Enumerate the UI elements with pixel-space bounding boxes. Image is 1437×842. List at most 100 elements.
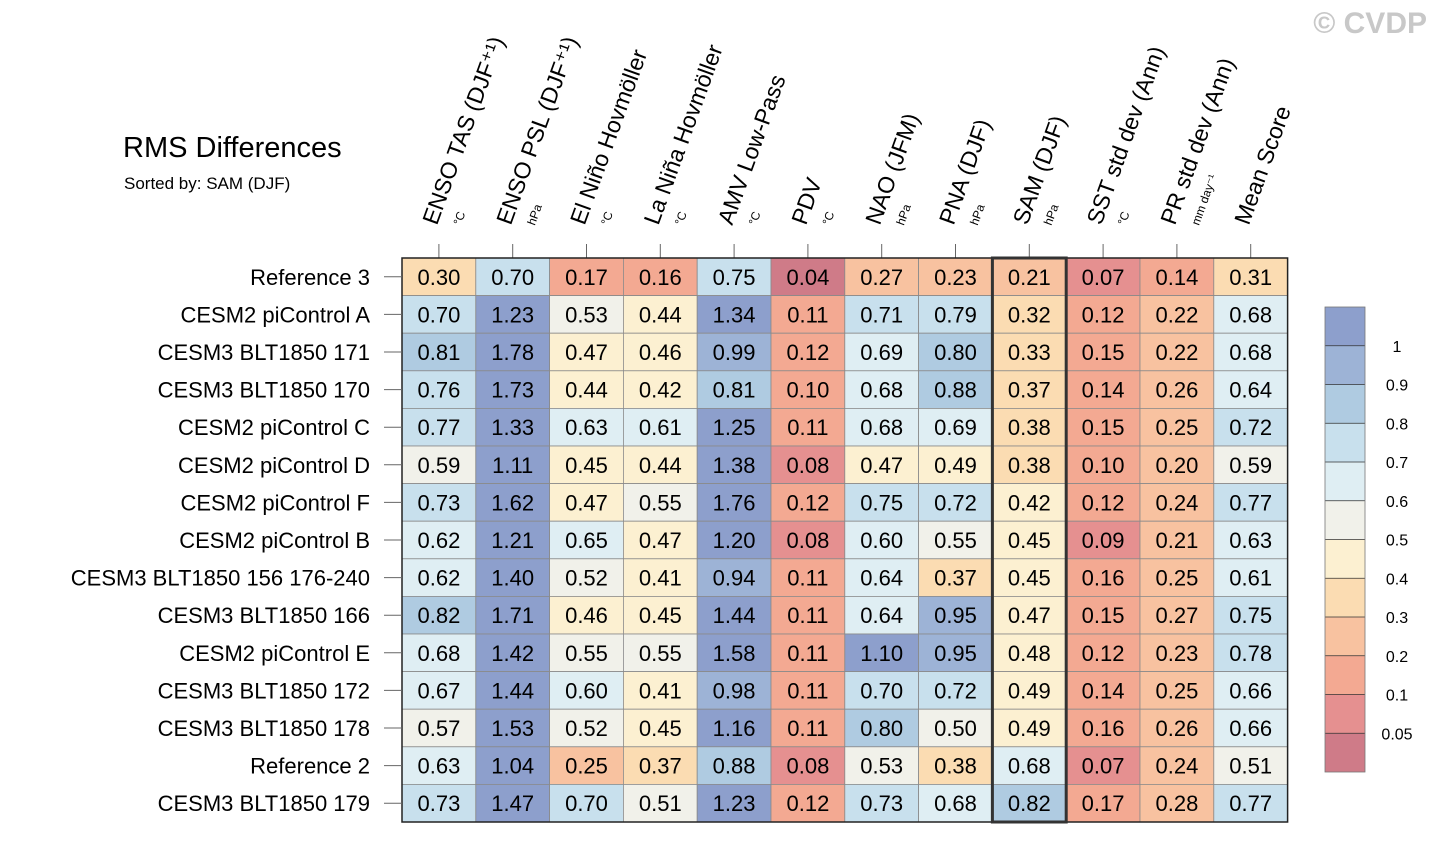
row-label: CESM3 BLT1850 172 <box>158 678 370 703</box>
cell-value: 0.12 <box>786 490 829 515</box>
cell-value: 0.23 <box>934 265 977 290</box>
cell-value: 0.08 <box>786 754 829 779</box>
cell-value: 0.66 <box>1229 716 1272 741</box>
heatmap-cell <box>770 746 846 785</box>
heatmap-cell <box>475 784 550 823</box>
heatmap-cell <box>623 520 698 560</box>
heatmap-cell <box>549 784 624 823</box>
cell-value: 1.78 <box>491 340 534 365</box>
heatmap-cell <box>401 671 477 710</box>
column-header: SAM (DJF) <box>1008 112 1071 228</box>
chart-title: RMS Differences <box>123 132 342 164</box>
colorbar-tick-label: 0.4 <box>1386 571 1408 588</box>
cell-value: 0.27 <box>860 265 903 290</box>
row-label: Reference 2 <box>250 754 370 779</box>
cell-value: 0.38 <box>934 754 977 779</box>
heatmap-cell <box>623 784 698 823</box>
cell-value: 0.37 <box>639 754 682 779</box>
heatmap-cell <box>549 558 624 597</box>
heatmap-cell <box>844 558 919 597</box>
cell-value: 0.73 <box>417 791 460 816</box>
heatmap-cell <box>696 295 772 334</box>
heatmap-cell <box>844 370 919 409</box>
heatmap-cell <box>770 671 846 710</box>
heatmap-cell <box>1139 483 1215 522</box>
cell-value: 0.64 <box>860 603 903 628</box>
cell-value: 0.38 <box>1008 453 1051 478</box>
cell-value: 0.95 <box>934 603 977 628</box>
column-headers: ENSO TAS (DJF⁺¹)°C ENSO PSL (DJF⁺¹)hPa El … <box>417 33 1296 258</box>
cell-value: 0.25 <box>1155 566 1198 591</box>
cell-value: 0.55 <box>934 528 977 553</box>
cell-value: 0.11 <box>787 678 828 703</box>
heatmap-cell <box>475 407 550 447</box>
cell-value: 1.23 <box>491 302 534 327</box>
cell-value: 1.10 <box>860 641 903 666</box>
cell-value: 0.59 <box>1229 453 1272 478</box>
heatmap-cell <box>918 332 993 372</box>
cell-value: 0.12 <box>786 791 829 816</box>
heatmap-cell <box>475 596 550 635</box>
cell-value: 0.53 <box>860 754 903 779</box>
heatmap-cell <box>1065 633 1141 672</box>
heatmap-cell <box>401 295 477 334</box>
cell-value: 0.45 <box>565 453 608 478</box>
cell-value: 0.73 <box>417 490 460 515</box>
cell-value: 0.16 <box>639 265 682 290</box>
cell-value: 0.78 <box>1229 641 1272 666</box>
cell-value: 0.45 <box>639 603 682 628</box>
cell-value: 0.79 <box>934 302 977 327</box>
colorbar-swatch <box>1325 307 1365 346</box>
column-header: El Niño Hovmöller <box>565 46 652 228</box>
heatmap-cell <box>623 370 698 409</box>
cell-value: 0.11 <box>787 641 828 666</box>
cell-value: 1.73 <box>491 378 534 403</box>
cell-value: 0.70 <box>860 678 903 703</box>
cell-value: 0.15 <box>1082 340 1125 365</box>
cell-value: 0.60 <box>565 678 608 703</box>
heatmap-cell <box>549 520 624 560</box>
heatmap-cell <box>918 596 993 635</box>
cell-value: 0.46 <box>639 340 682 365</box>
heatmap-cell <box>475 708 550 748</box>
cell-value: 0.12 <box>1082 641 1125 666</box>
heatmap-cell <box>549 708 624 748</box>
cell-value: 0.12 <box>786 340 829 365</box>
colorbar-swatch <box>1325 384 1365 424</box>
heatmap-cell <box>696 445 772 484</box>
cell-value: 1.71 <box>491 603 534 628</box>
heatmap-cell <box>770 370 846 409</box>
cell-value: 0.47 <box>860 453 903 478</box>
heatmap-cell <box>696 746 772 785</box>
cell-value: 0.81 <box>417 340 460 365</box>
cell-value: 0.64 <box>860 566 903 591</box>
cell-value: 0.07 <box>1082 265 1125 290</box>
cell-value: 1.21 <box>491 528 534 553</box>
heatmap-cell <box>770 633 846 672</box>
cell-value: 0.69 <box>934 415 977 440</box>
heatmap-cell <box>1213 746 1289 785</box>
heatmap-cell <box>475 746 550 785</box>
cell-value: 0.04 <box>786 265 829 290</box>
heatmap-cell <box>401 558 477 597</box>
cell-value: 0.50 <box>934 716 977 741</box>
heatmap-cell <box>623 558 698 597</box>
cell-value: 0.46 <box>565 603 608 628</box>
cell-value: 0.49 <box>1008 678 1051 703</box>
heatmap-cell <box>1065 596 1141 635</box>
heatmap-cell <box>475 520 550 560</box>
cell-value: 1.53 <box>491 716 534 741</box>
cell-value: 0.75 <box>713 265 756 290</box>
heatmap-cell <box>475 483 550 522</box>
heatmap-cell <box>918 407 993 447</box>
cell-value: 0.68 <box>860 378 903 403</box>
cell-value: 0.48 <box>1008 641 1051 666</box>
heatmap-cell <box>770 483 846 522</box>
heatmap-cell <box>475 332 550 372</box>
cell-value: 0.21 <box>1155 528 1198 553</box>
heatmap-cell <box>623 483 698 522</box>
column-unit: hPa <box>524 202 545 227</box>
heatmap-cell <box>696 370 772 409</box>
cell-value: 0.66 <box>1229 678 1272 703</box>
cell-value: 0.55 <box>639 490 682 515</box>
